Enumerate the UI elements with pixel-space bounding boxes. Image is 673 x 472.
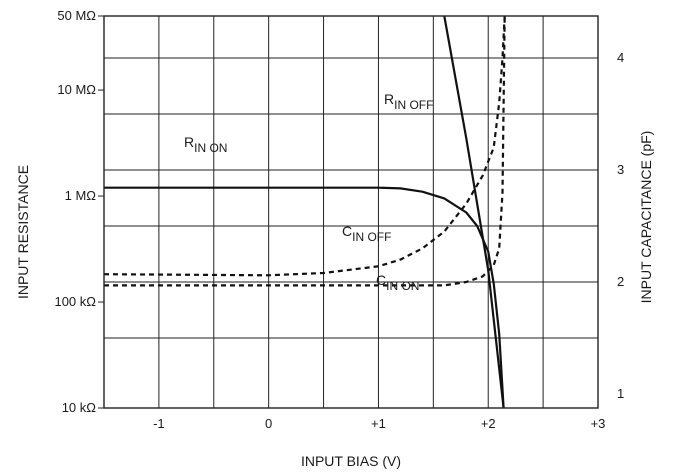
x-axis-title: INPUT BIAS (V)	[301, 453, 401, 469]
series-label: CIN ON	[376, 272, 419, 293]
right-axis-ticks: 1 2 3 4	[617, 50, 624, 401]
y-axis-right-title: INPUT CAPACITANCE (pF)	[638, 131, 654, 304]
series-group	[104, 16, 506, 408]
y-right-tick-label: 3	[617, 162, 624, 177]
series-line-c-in-off	[104, 16, 506, 277]
x-tick-label: 0	[265, 416, 272, 431]
x-tick-label: +2	[481, 416, 496, 431]
y-left-tick-label: 100 kΩ	[54, 294, 96, 309]
series-line-r-in-off	[443, 16, 505, 408]
y-left-tick-label: 50 MΩ	[57, 8, 96, 23]
x-tick-label: +1	[371, 416, 386, 431]
series-label: RIN OFF	[384, 91, 433, 112]
series-labels: RIN ON RIN OFF CIN OFF CIN ON	[184, 91, 433, 293]
plot-frame	[103, 15, 599, 409]
y-right-tick-label: 2	[617, 274, 624, 289]
series-label: RIN ON	[184, 134, 227, 155]
y-left-tick-label: 1 MΩ	[65, 188, 97, 203]
series-label: CIN OFF	[342, 223, 391, 244]
y-right-tick-label: 4	[617, 50, 624, 65]
y-right-tick-label: 1	[617, 386, 624, 401]
y-left-tick-label: 10 kΩ	[62, 400, 97, 415]
series-line-r-in-on	[104, 186, 505, 408]
left-axis-ticks: 10 kΩ 100 kΩ 1 MΩ 10 MΩ 50 MΩ	[54, 8, 104, 415]
grid	[104, 16, 598, 408]
x-axis-ticks: -1 0 +1 +2 +3	[153, 416, 605, 431]
x-tick-label: -1	[153, 416, 165, 431]
y-axis-left-title: INPUT RESISTANCE	[15, 165, 31, 299]
y-left-tick-label: 10 MΩ	[57, 82, 96, 97]
x-tick-label: +3	[591, 416, 606, 431]
series-line-c-in-on	[104, 16, 506, 287]
